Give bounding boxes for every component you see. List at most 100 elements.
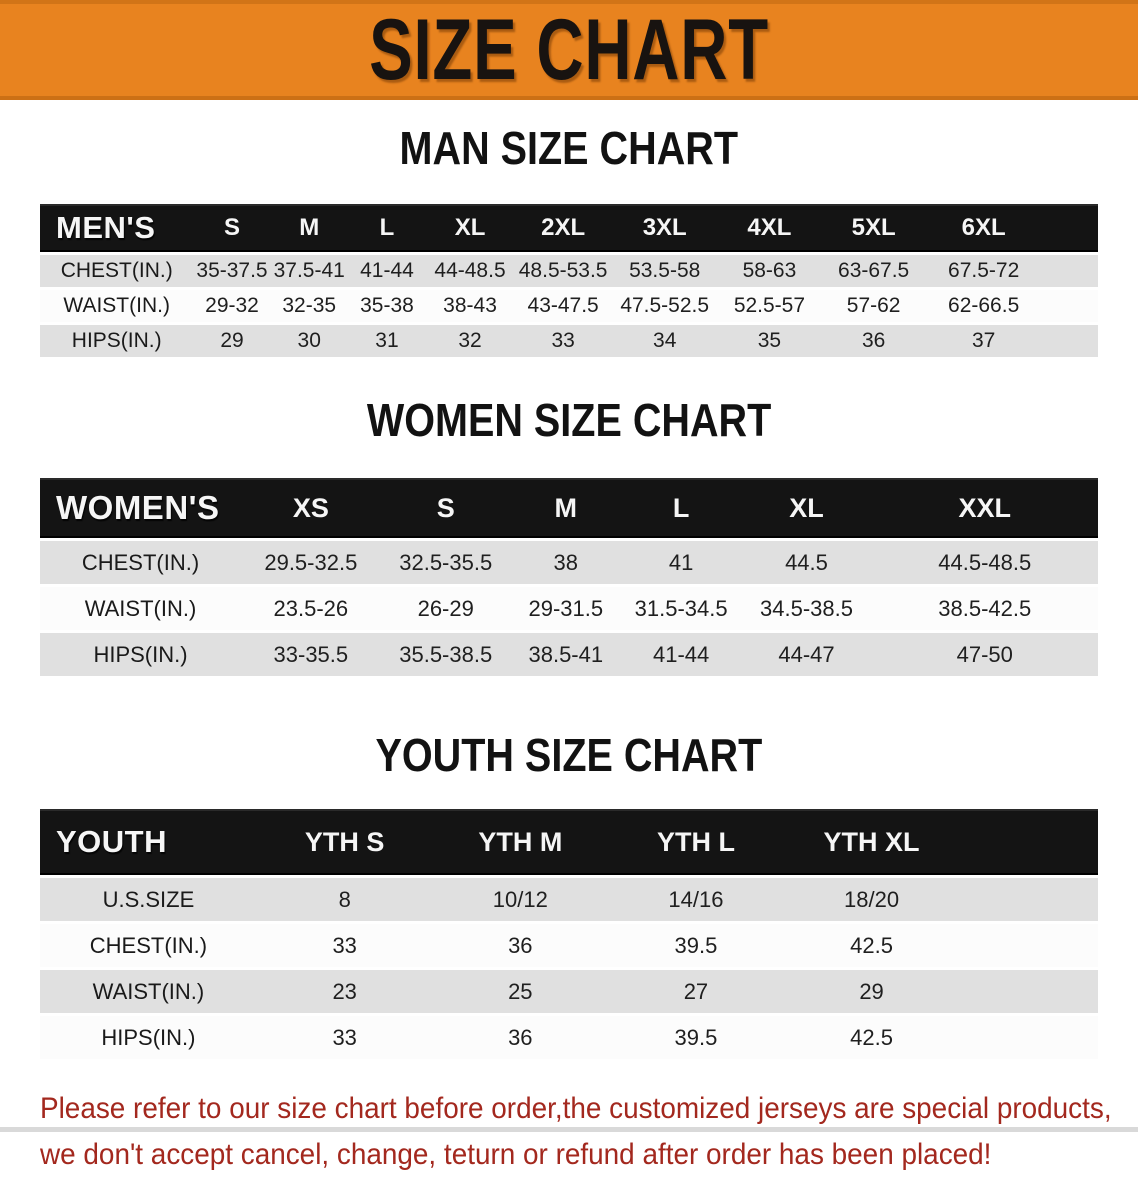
men-col-xl: XL: [426, 204, 514, 252]
table-cell: 42.5: [783, 924, 960, 967]
disclaimer-line-1: Please refer to our size chart before or…: [40, 1092, 1112, 1125]
spacer-cell: [959, 878, 1098, 921]
table-cell: 18/20: [783, 878, 960, 921]
youth-col-s: YTH S: [256, 809, 433, 875]
table-cell: 35-38: [347, 290, 427, 322]
table-cell: 14/16: [608, 878, 784, 921]
youth-waist-row: WAIST(IN.) 23 25 27 29: [40, 970, 1098, 1013]
spacer-cell: [1041, 325, 1098, 357]
row-label: WAIST(IN.): [40, 587, 242, 630]
women-section-heading: WOMEN SIZE CHART: [0, 396, 1138, 453]
disclaimer-note: Please refer to our size chart before or…: [40, 1086, 1138, 1178]
table-cell: 48.5-53.5: [513, 255, 613, 287]
men-col-l: L: [347, 204, 427, 252]
youth-heading-text: YOUTH SIZE CHART: [375, 729, 763, 781]
table-cell: 43-47.5: [513, 290, 613, 322]
spacer-cell: [959, 809, 1098, 875]
table-cell: 53.5-58: [612, 255, 718, 287]
youth-chest-row: CHEST(IN.) 33 36 39.5 42.5: [40, 924, 1098, 967]
women-group-label: WOMEN'S: [40, 478, 242, 538]
table-cell: 44.5-48.5: [871, 541, 1098, 584]
table-cell: 39.5: [608, 924, 784, 967]
table-cell: 38: [510, 541, 621, 584]
youth-col-m: YTH M: [432, 809, 609, 875]
table-cell: 33: [513, 325, 613, 357]
table-cell: 37: [925, 325, 1042, 357]
spacer-cell: [1041, 255, 1098, 287]
table-cell: 30: [270, 325, 348, 357]
table-cell: 32-35: [270, 290, 348, 322]
row-label: WAIST(IN.): [40, 970, 257, 1013]
table-cell: 10/12: [432, 878, 609, 921]
youth-ussize-row: U.S.SIZE 8 10/12 14/16 18/20: [40, 878, 1098, 921]
table-cell: 23.5-26: [241, 587, 381, 630]
men-hips-row: HIPS(IN.) 29 30 31 32 33 34 35 36 37: [40, 325, 1098, 357]
men-col-2xl: 2XL: [513, 204, 613, 252]
youth-col-l: YTH L: [608, 809, 784, 875]
men-header-row: MEN'S S M L XL 2XL 3XL 4XL 5XL 6XL: [40, 204, 1098, 252]
youth-hips-row: HIPS(IN.) 33 36 39.5 42.5: [40, 1016, 1098, 1059]
table-cell: 67.5-72: [925, 255, 1042, 287]
table-cell: 47-50: [871, 633, 1098, 676]
table-cell: 29-32: [193, 290, 271, 322]
size-chart-banner: SIZE CHART: [0, 0, 1138, 100]
table-cell: 29-31.5: [510, 587, 621, 630]
youth-size-table: YOUTH YTH S YTH M YTH L YTH XL U.S.SIZE …: [40, 806, 1098, 1062]
table-cell: 33-35.5: [241, 633, 381, 676]
table-cell: 34: [612, 325, 718, 357]
spacer-cell: [959, 970, 1098, 1013]
table-cell: 35-37.5: [193, 255, 271, 287]
table-cell: 39.5: [608, 1016, 784, 1059]
spacer-cell: [959, 924, 1098, 967]
women-col-m: M: [510, 478, 621, 538]
spacer-cell: [1041, 204, 1098, 252]
women-header-row: WOMEN'S XS S M L XL XXL: [40, 478, 1098, 538]
women-col-xs: XS: [241, 478, 381, 538]
men-col-6xl: 6XL: [925, 204, 1042, 252]
row-label: HIPS(IN.): [40, 1016, 257, 1059]
table-cell: 57-62: [821, 290, 926, 322]
men-waist-row: WAIST(IN.) 29-32 32-35 35-38 38-43 43-47…: [40, 290, 1098, 322]
spacer-cell: [1041, 290, 1098, 322]
table-cell: 44-47: [741, 633, 872, 676]
men-col-s: S: [193, 204, 271, 252]
table-cell: 63-67.5: [821, 255, 926, 287]
table-cell: 41-44: [620, 633, 742, 676]
table-cell: 32: [426, 325, 514, 357]
table-cell: 23: [256, 970, 433, 1013]
row-label: HIPS(IN.): [40, 325, 194, 357]
table-cell: 34.5-38.5: [741, 587, 872, 630]
table-cell: 44-48.5: [426, 255, 514, 287]
table-cell: 32.5-35.5: [380, 541, 511, 584]
table-cell: 25: [432, 970, 609, 1013]
table-cell: 36: [821, 325, 926, 357]
row-label: CHEST(IN.): [40, 924, 257, 967]
table-cell: 37.5-41: [270, 255, 348, 287]
row-label: CHEST(IN.): [40, 541, 242, 584]
women-col-l: L: [620, 478, 742, 538]
table-cell: 36: [432, 1016, 609, 1059]
men-heading-text: MAN SIZE CHART: [399, 122, 739, 174]
men-chest-row: CHEST(IN.) 35-37.5 37.5-41 41-44 44-48.5…: [40, 255, 1098, 287]
youth-header-row: YOUTH YTH S YTH M YTH L YTH XL: [40, 809, 1098, 875]
table-cell: 27: [608, 970, 784, 1013]
disclaimer-line-2: we don't accept cancel, change, teturn o…: [40, 1138, 992, 1171]
men-col-3xl: 3XL: [612, 204, 718, 252]
men-section-heading: MAN SIZE CHART: [0, 124, 1138, 181]
women-hips-row: HIPS(IN.) 33-35.5 35.5-38.5 38.5-41 41-4…: [40, 633, 1098, 676]
row-label: U.S.SIZE: [40, 878, 257, 921]
table-cell: 62-66.5: [925, 290, 1042, 322]
table-cell: 33: [256, 924, 433, 967]
table-cell: 41-44: [347, 255, 427, 287]
table-cell: 42.5: [783, 1016, 960, 1059]
women-col-xxl: XXL: [871, 478, 1098, 538]
table-cell: 36: [432, 924, 609, 967]
women-waist-row: WAIST(IN.) 23.5-26 26-29 29-31.5 31.5-34…: [40, 587, 1098, 630]
men-col-5xl: 5XL: [821, 204, 926, 252]
row-label: HIPS(IN.): [40, 633, 242, 676]
youth-group-label: YOUTH: [40, 809, 257, 875]
table-cell: 38-43: [426, 290, 514, 322]
men-col-4xl: 4XL: [717, 204, 822, 252]
spacer-cell: [959, 1016, 1098, 1059]
table-cell: 38.5-42.5: [871, 587, 1098, 630]
